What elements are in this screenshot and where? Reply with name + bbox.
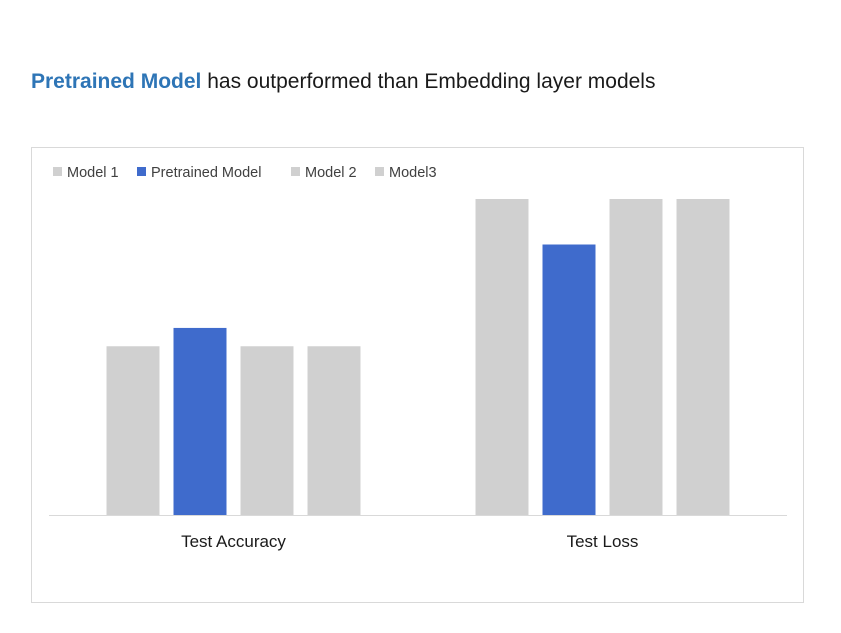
chart-headline: Pretrained Model has outperformed than E… bbox=[31, 70, 655, 94]
headline-rest: has outperformed than Embedding layer mo… bbox=[201, 70, 656, 93]
bar-0-3 bbox=[307, 346, 361, 515]
legend-label-3: Model3 bbox=[389, 165, 437, 181]
legend-label-1: Pretrained Model bbox=[151, 165, 261, 181]
bar-0-0 bbox=[106, 346, 160, 515]
bar-1-1 bbox=[542, 244, 596, 515]
bar-1-0 bbox=[475, 199, 529, 515]
x-tick-labels: Test Accuracy Test Loss bbox=[181, 532, 638, 551]
legend-swatch-3 bbox=[375, 167, 384, 176]
legend-swatch-0 bbox=[53, 167, 62, 176]
headline-highlight: Pretrained Model bbox=[31, 70, 202, 93]
bars bbox=[106, 199, 730, 515]
legend-swatch-2 bbox=[291, 167, 300, 176]
legend-swatch-1 bbox=[137, 167, 146, 176]
chart-area: Model 1 Pretrained Model Model 2 Model3 Tes… bbox=[31, 147, 804, 603]
bar-1-2 bbox=[609, 199, 663, 515]
legend-label-2: Model 2 bbox=[305, 165, 357, 181]
x-tick-label-0: Test Accuracy bbox=[181, 532, 286, 551]
chart-svg: Model 1 Pretrained Model Model 2 Model3 Tes… bbox=[49, 165, 787, 551]
legend-label-0: Model 1 bbox=[67, 165, 119, 181]
x-tick-label-1: Test Loss bbox=[567, 532, 639, 551]
bar-0-2 bbox=[240, 346, 294, 515]
legend: Model 1 Pretrained Model Model 2 Model3 bbox=[53, 165, 437, 181]
bar-0-1 bbox=[173, 327, 227, 515]
bar-1-3 bbox=[676, 199, 730, 515]
